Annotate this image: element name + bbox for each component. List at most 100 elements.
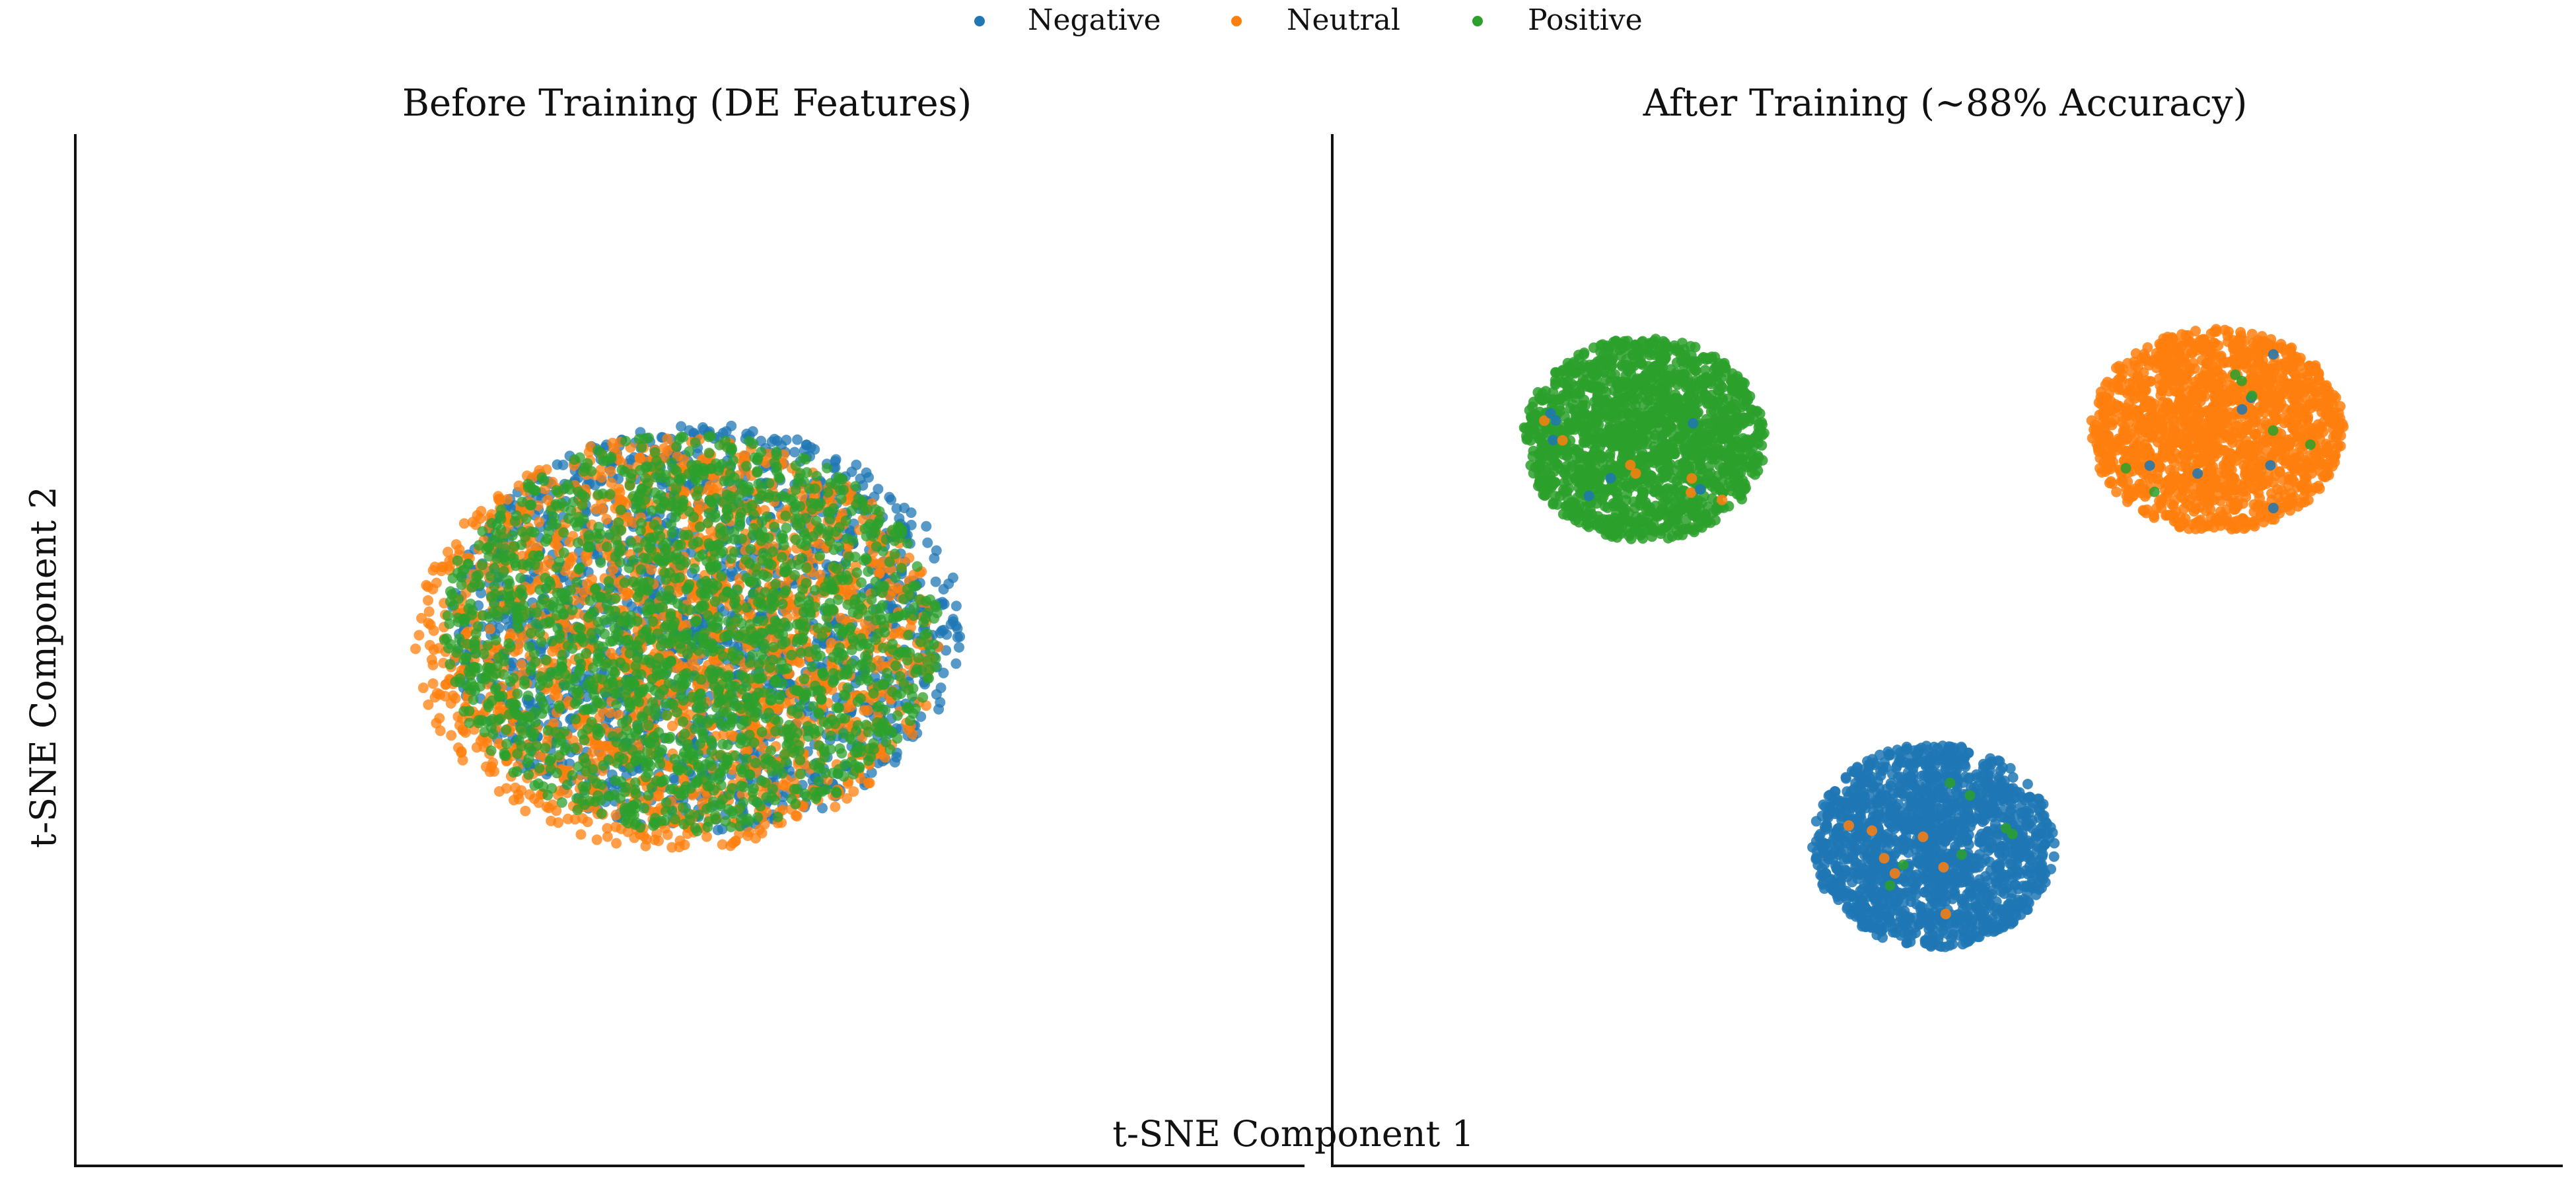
point-positive [678, 716, 688, 727]
point-positive [517, 590, 528, 601]
point-positive [730, 750, 741, 761]
point-positive [689, 563, 700, 574]
point-positive [834, 522, 845, 533]
point-neutral [830, 801, 841, 812]
point-neutral [646, 564, 657, 575]
point-positive [477, 526, 488, 537]
point-positive [643, 654, 655, 665]
point-positive [896, 563, 907, 574]
point-neutral [872, 559, 883, 570]
point-positive [890, 572, 901, 583]
point-positive [780, 585, 791, 596]
point-positive [660, 470, 671, 481]
point-positive [624, 480, 635, 491]
point-positive [719, 476, 730, 487]
point-positive [690, 437, 701, 449]
point-negative [668, 772, 680, 783]
point-neutral [611, 838, 622, 849]
point-positive [694, 703, 705, 714]
point-positive [567, 604, 578, 616]
point-neutral [417, 682, 429, 694]
point-neutral [569, 814, 581, 825]
point-neutral [726, 729, 736, 740]
point-positive [520, 513, 532, 524]
point-positive [604, 583, 615, 594]
point-positive [854, 762, 865, 772]
point-positive [769, 795, 780, 806]
point-neutral [583, 447, 594, 458]
point-negative [954, 642, 964, 653]
legend-label-negative: Negative [1028, 3, 1161, 37]
point-positive [925, 594, 936, 605]
point-positive [872, 702, 883, 713]
point-positive [740, 753, 752, 764]
point-negative [936, 625, 947, 636]
point-positive [799, 788, 810, 799]
point-negative [873, 484, 884, 495]
point-positive [714, 439, 725, 450]
point-positive [675, 735, 686, 746]
point-negative [830, 456, 841, 467]
point-positive [524, 641, 535, 652]
point-positive [587, 764, 598, 775]
point-positive [795, 754, 806, 766]
point-positive [822, 622, 833, 633]
point-positive [770, 579, 781, 590]
point-positive [598, 760, 609, 771]
point-negative [781, 435, 792, 446]
point-positive [614, 751, 625, 762]
point-positive [468, 694, 479, 705]
legend-marker-positive [1472, 16, 1483, 26]
point-positive [651, 455, 662, 466]
point-neutral [606, 477, 617, 488]
point-negative [817, 803, 828, 814]
point-neutral [481, 761, 491, 772]
point-neutral [629, 832, 640, 844]
point-neutral [484, 624, 495, 635]
point-positive [692, 713, 703, 725]
point-positive [508, 767, 519, 778]
point-positive [540, 703, 551, 714]
point-neutral [541, 801, 552, 812]
point-neutral [727, 838, 738, 849]
point-positive [917, 692, 929, 703]
point-positive [845, 734, 857, 745]
point-positive [863, 566, 874, 577]
point-neutral [623, 588, 633, 599]
legend-marker-neutral [1231, 16, 1242, 26]
point-positive [696, 767, 707, 778]
point-positive [847, 535, 859, 546]
point-positive [569, 698, 581, 709]
point-positive [692, 826, 703, 837]
point-positive [878, 642, 889, 653]
point-positive [552, 768, 563, 779]
point-positive [738, 781, 749, 793]
point-positive [538, 475, 550, 486]
point-positive [912, 561, 923, 572]
point-neutral [582, 816, 593, 828]
point-positive [856, 577, 867, 588]
point-positive [776, 552, 787, 563]
point-negative [625, 454, 636, 466]
point-positive [657, 775, 668, 787]
point-positive [756, 516, 768, 527]
point-positive [892, 710, 903, 721]
point-positive [727, 711, 738, 723]
point-positive [593, 641, 604, 651]
point-positive [842, 599, 853, 610]
point-neutral [616, 495, 627, 506]
point-neutral [640, 840, 651, 851]
point-neutral [814, 569, 826, 581]
point-positive [444, 618, 455, 630]
point-positive [772, 811, 783, 822]
point-neutral [604, 707, 616, 718]
point-neutral [622, 516, 633, 527]
point-positive [786, 793, 797, 805]
point-positive [604, 791, 615, 802]
point-positive [799, 673, 810, 684]
point-positive [903, 630, 914, 641]
point-neutral [848, 786, 859, 797]
point-positive [676, 690, 687, 701]
point-positive [780, 510, 791, 521]
point-neutral [493, 786, 505, 797]
